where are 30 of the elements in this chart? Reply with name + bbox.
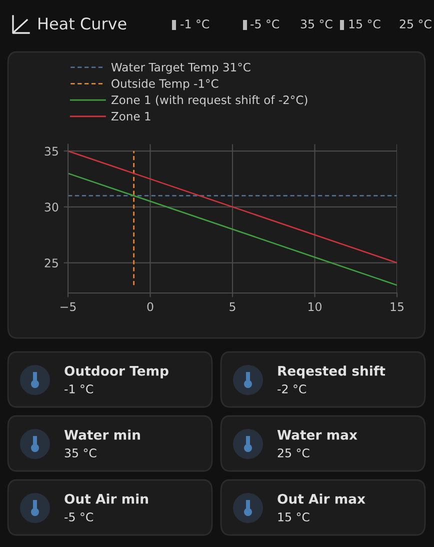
text: 35 °C xyxy=(300,19,332,28)
x-tick-label: −5 xyxy=(60,302,76,312)
y-tick-label: 25 xyxy=(44,258,58,268)
x-tick-label: 0 xyxy=(147,302,154,312)
text: Water min xyxy=(64,430,140,440)
text: -5 °C xyxy=(64,512,94,522)
text: 15 °C xyxy=(278,512,310,522)
legend-label: Zone 1 (with request shift of -2°C) xyxy=(111,95,308,106)
text: -2 °C xyxy=(278,384,306,394)
legend-label: Zone 1 xyxy=(111,112,150,121)
text: Water max xyxy=(277,430,358,440)
text: Outdoor Temp xyxy=(64,366,168,378)
text: 15 °C xyxy=(349,19,380,28)
text: Out Air max xyxy=(278,494,366,504)
text: Out Air min xyxy=(64,494,148,504)
x-tick-label: 15 xyxy=(390,302,404,312)
y-tick-label: 30 xyxy=(44,202,58,212)
text: -1 °C xyxy=(64,384,94,394)
legend-label: Water Target Temp 31°C xyxy=(111,62,250,74)
text: -5 °C xyxy=(250,19,280,28)
text: 25 °C xyxy=(278,448,310,458)
x-tick-label: 5 xyxy=(230,302,236,312)
text: 25 °C xyxy=(400,19,432,28)
x-tick-label: 10 xyxy=(308,302,322,312)
y-tick-label: 35 xyxy=(44,146,58,156)
text: -1 °C xyxy=(180,19,210,28)
text: Reqested shift xyxy=(278,366,386,378)
legend-label: Outside Temp -1°C xyxy=(112,78,218,90)
text: 35 °C xyxy=(64,448,96,458)
text: Heat Curve xyxy=(38,18,126,30)
